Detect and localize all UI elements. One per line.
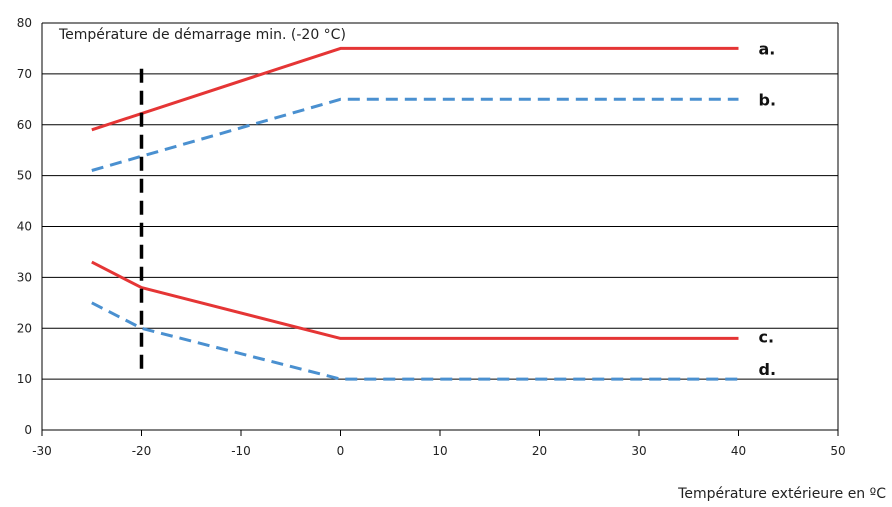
y-tick-label: 10 [17,372,32,386]
x-tick-label: 10 [432,444,447,458]
x-tick-label: -10 [231,444,251,458]
tick-labels: 0 10 20 30 40 50 60 70 80 -30 -20 -10 0 10 20 30 40 50 [17,16,846,458]
series-labels: a. b. c. d. [759,39,777,379]
series-label: a. [759,39,776,58]
y-tick-label: 50 [17,169,32,183]
x-tick-label: 0 [337,444,345,458]
axes [41,23,839,436]
series-label: b. [759,90,777,109]
series-label: d. [759,360,777,379]
x-tick-label: -30 [32,444,52,458]
y-tick-label: 70 [17,67,32,81]
series-line-4 [91,301,739,381]
series-line-2 [91,97,739,172]
y-tick-label: 80 [17,16,32,30]
y-tick-label: 20 [17,321,32,335]
series-line-1 [91,46,739,132]
y-tick-label: 0 [24,423,32,437]
x-tick-label: 20 [532,444,547,458]
y-tick-label: 30 [17,270,32,284]
y-tick-label: 40 [17,220,32,234]
y-tick-label: 60 [17,118,32,132]
x-tick-label: 50 [830,444,845,458]
x-tick-label: 30 [631,444,646,458]
x-axis-title: Température extérieure en ºC [677,486,886,502]
series-line-3 [91,260,739,340]
annotation-label: Température de démarrage min. (-20 °C) [58,27,346,43]
x-tick-label: 40 [731,444,746,458]
grid-lines [42,22,838,431]
series-label: c. [759,327,775,346]
series-lines [91,46,739,381]
x-tick-label: -20 [132,444,152,458]
